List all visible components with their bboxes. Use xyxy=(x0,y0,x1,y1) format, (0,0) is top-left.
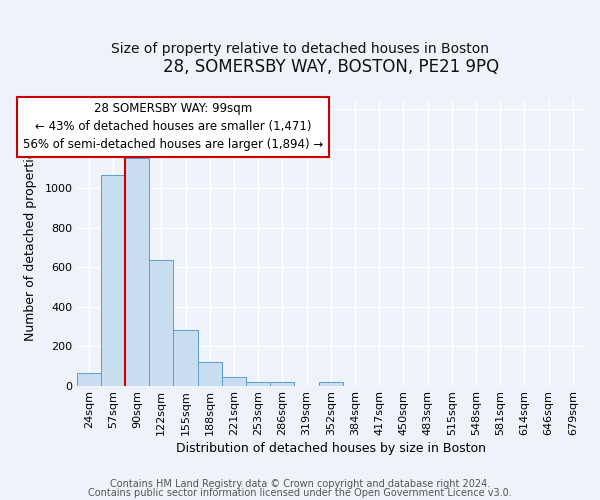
X-axis label: Distribution of detached houses by size in Boston: Distribution of detached houses by size … xyxy=(176,442,486,455)
Bar xyxy=(197,362,222,386)
Bar xyxy=(77,373,101,386)
Bar xyxy=(149,260,173,386)
Y-axis label: Number of detached properties: Number of detached properties xyxy=(25,144,37,341)
Text: Contains public sector information licensed under the Open Government Licence v3: Contains public sector information licen… xyxy=(88,488,512,498)
Text: 28 SOMERSBY WAY: 99sqm
← 43% of detached houses are smaller (1,471)
56% of semi-: 28 SOMERSBY WAY: 99sqm ← 43% of detached… xyxy=(23,102,323,152)
Title: 28, SOMERSBY WAY, BOSTON, PE21 9PQ: 28, SOMERSBY WAY, BOSTON, PE21 9PQ xyxy=(163,58,499,76)
Text: Contains HM Land Registry data © Crown copyright and database right 2024.: Contains HM Land Registry data © Crown c… xyxy=(110,479,490,489)
Bar xyxy=(319,382,343,386)
Bar xyxy=(125,158,149,386)
Bar xyxy=(246,382,270,386)
Bar xyxy=(173,330,197,386)
Bar xyxy=(101,176,125,386)
Bar xyxy=(270,382,295,386)
Text: Size of property relative to detached houses in Boston: Size of property relative to detached ho… xyxy=(111,42,489,56)
Bar xyxy=(222,377,246,386)
